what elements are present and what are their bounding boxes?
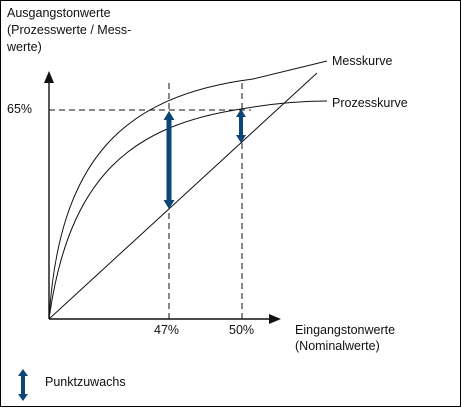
legend-label-punktzuwachs: Punktzuwachs	[45, 375, 126, 389]
messkurve-line	[48, 60, 328, 320]
legend-arrow-icon-shaft	[21, 375, 25, 395]
legend-arrow-icon-head-top	[18, 369, 28, 376]
legend-arrow-icon-head-bottom	[18, 394, 28, 401]
series-label-messkurve: Messkurve	[332, 54, 392, 68]
x-axis-arrowhead	[269, 314, 281, 324]
punktzuwachs-arrow-50-shaft	[239, 116, 243, 136]
x-tick-label-50: 50%	[229, 323, 254, 337]
prozesskurve-line	[48, 100, 328, 320]
y-axis-label-line-1: Ausgangstonwerte	[7, 6, 111, 20]
series-label-prozesskurve: Prozesskurve	[332, 96, 408, 110]
x-axis-label-line-2: (Nominalwerte)	[295, 339, 380, 353]
y-axis-label-line-3: werte)	[6, 40, 42, 54]
punktzuwachs-arrow-47-shaft	[166, 119, 172, 201]
x-axis-label-line-1: Eingangstonwerte	[295, 323, 395, 337]
y-axis-label-line-2: (Prozesswerte / Mess-	[7, 23, 131, 37]
punktzuwachs-arrow-50-head-top	[236, 109, 246, 117]
punktzuwachs-arrow-47-head-top	[163, 111, 175, 120]
y-axis-arrowhead	[44, 71, 54, 83]
punktzuwachs-arrow-47-head-bottom	[163, 200, 175, 209]
x-tick-label-47: 47%	[154, 323, 179, 337]
y-tick-label-65: 65%	[7, 102, 32, 116]
punktzuwachs-arrow-50-head-bottom	[236, 135, 246, 143]
diagonal-reference-line	[48, 72, 318, 320]
